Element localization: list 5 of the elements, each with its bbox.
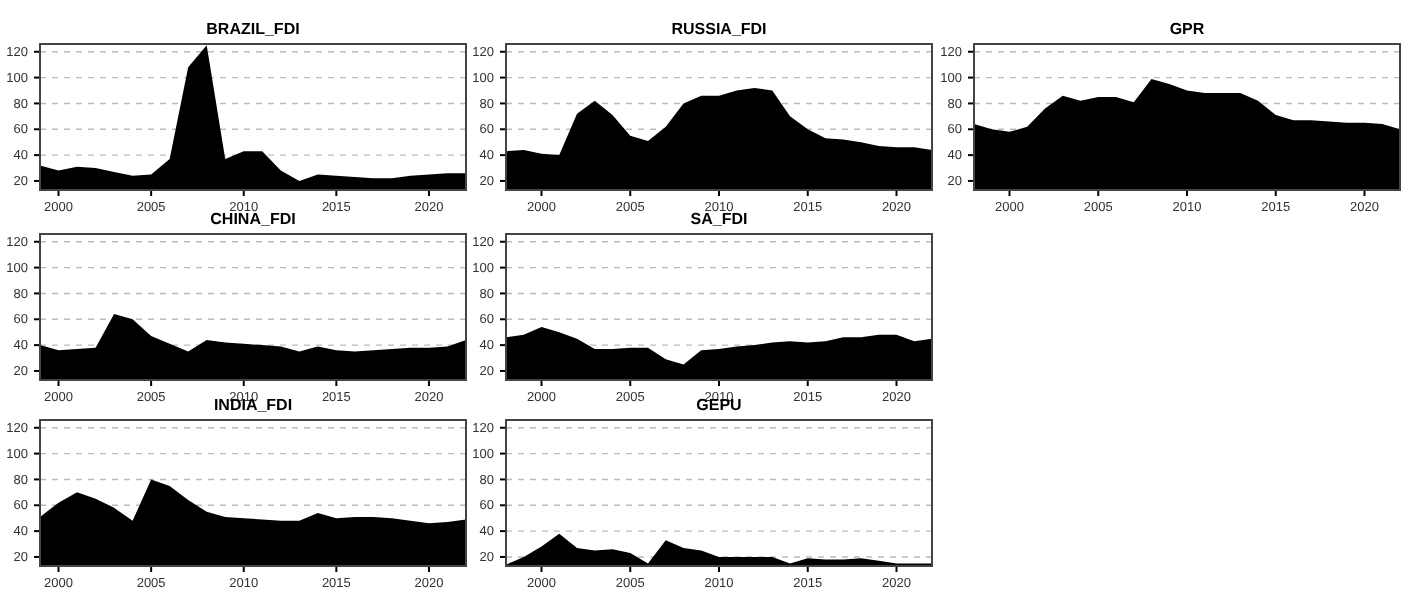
- chart-title: CHINA_FDI: [210, 210, 296, 228]
- chart-title: BRAZIL_FDI: [206, 20, 300, 38]
- chart-title: SA_FDI: [690, 210, 748, 228]
- chart-title: RUSSIA_FDI: [671, 20, 767, 38]
- chart-title: GPR: [1169, 20, 1205, 38]
